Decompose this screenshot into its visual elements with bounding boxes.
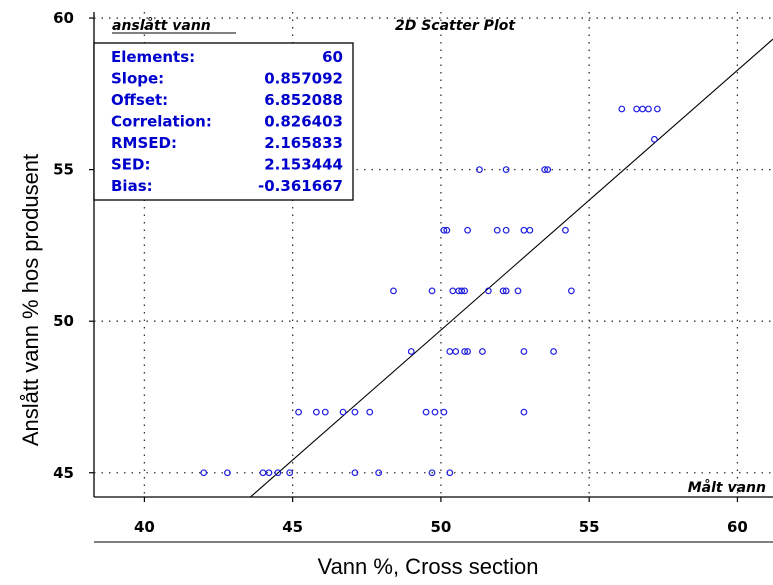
data-point	[295, 408, 302, 416]
data-point	[633, 105, 641, 113]
y-variable-label: anslått vann	[112, 17, 211, 34]
data-point	[449, 287, 457, 295]
data-point	[502, 226, 510, 234]
data-point	[526, 226, 534, 234]
stat-label: SED:	[111, 156, 151, 174]
data-point	[443, 226, 451, 234]
data-point	[312, 408, 320, 416]
data-point	[502, 287, 510, 295]
data-point	[461, 287, 469, 295]
data-point	[390, 287, 397, 295]
data-point	[484, 287, 492, 295]
x-tick-label: 60	[727, 518, 748, 536]
x-tick-label: 50	[430, 518, 451, 536]
data-point	[476, 166, 483, 174]
data-point	[366, 408, 374, 416]
data-point	[514, 287, 522, 295]
stat-label: Offset:	[111, 91, 168, 109]
data-point	[440, 226, 448, 234]
stat-label: Slope:	[111, 70, 164, 88]
y-tick-label: 50	[53, 312, 74, 330]
x-tick-label: 55	[579, 518, 600, 536]
stat-label: Elements:	[111, 48, 195, 66]
data-point	[428, 469, 436, 477]
data-point	[286, 469, 294, 477]
stat-value: 60	[322, 48, 343, 66]
data-point	[650, 135, 658, 143]
data-point	[422, 408, 430, 416]
statistics-box-frame	[93, 42, 354, 201]
data-point	[520, 348, 528, 355]
stat-label: Bias:	[111, 177, 153, 195]
data-point	[351, 469, 359, 477]
y-tick-labels: 45 50 55 60	[53, 9, 94, 482]
stat-value: 6.852088	[264, 91, 343, 109]
regression-line	[250, 38, 773, 498]
x-variable-label: Målt vann	[688, 479, 766, 496]
y-tick-label: 60	[53, 9, 74, 27]
data-point	[431, 408, 439, 416]
data-point	[567, 287, 575, 295]
data-point	[274, 469, 282, 477]
data-point	[499, 287, 507, 295]
data-point	[461, 348, 469, 355]
x-tick-label: 40	[134, 518, 155, 536]
data-point	[464, 226, 471, 234]
stat-value: 0.857092	[264, 70, 343, 88]
data-points	[200, 105, 661, 477]
data-point	[464, 348, 471, 355]
data-point	[446, 348, 454, 355]
data-point	[458, 287, 466, 295]
data-point	[446, 469, 454, 477]
data-point	[428, 287, 436, 295]
data-point	[224, 469, 231, 477]
data-point	[440, 408, 448, 416]
data-point	[493, 226, 501, 234]
stat-value: 2.153444	[264, 156, 343, 174]
data-point	[259, 469, 267, 477]
stat-value: 2.165833	[264, 134, 343, 152]
x-tick-label: 45	[282, 518, 303, 536]
statistics-box: Elements: 60 Slope: 0.857092 Offset: 6.852088…	[93, 42, 354, 201]
data-point	[562, 226, 569, 234]
data-point	[452, 348, 460, 355]
data-point	[645, 105, 652, 113]
data-point	[200, 469, 208, 477]
data-point	[375, 469, 383, 477]
data-point	[541, 166, 549, 174]
data-point	[265, 469, 273, 477]
data-point	[618, 105, 626, 113]
stat-label: RMSED:	[111, 134, 177, 152]
data-point	[407, 348, 415, 355]
stat-label: Correlation:	[111, 113, 212, 131]
x-axis-title: Vann %, Cross section	[318, 554, 539, 579]
y-tick-label: 45	[53, 464, 74, 482]
y-tick-label: 55	[53, 161, 74, 179]
stat-value: 0.826403	[264, 113, 343, 131]
chart-title: 2D Scatter Plot	[395, 18, 516, 34]
data-point	[351, 408, 359, 416]
data-point	[520, 408, 528, 416]
data-point	[550, 348, 557, 355]
data-point	[339, 408, 347, 416]
data-point	[502, 166, 510, 174]
data-point	[653, 105, 661, 113]
data-point	[479, 348, 486, 355]
data-point	[520, 226, 528, 234]
y-axis-title: Anslått vann % hos produsent	[18, 154, 43, 446]
data-point	[544, 166, 552, 174]
stat-value: -0.361667	[258, 177, 343, 195]
x-tick-labels: 40 45 50 55 60	[134, 497, 748, 536]
data-point	[639, 105, 646, 113]
data-point	[321, 408, 329, 416]
